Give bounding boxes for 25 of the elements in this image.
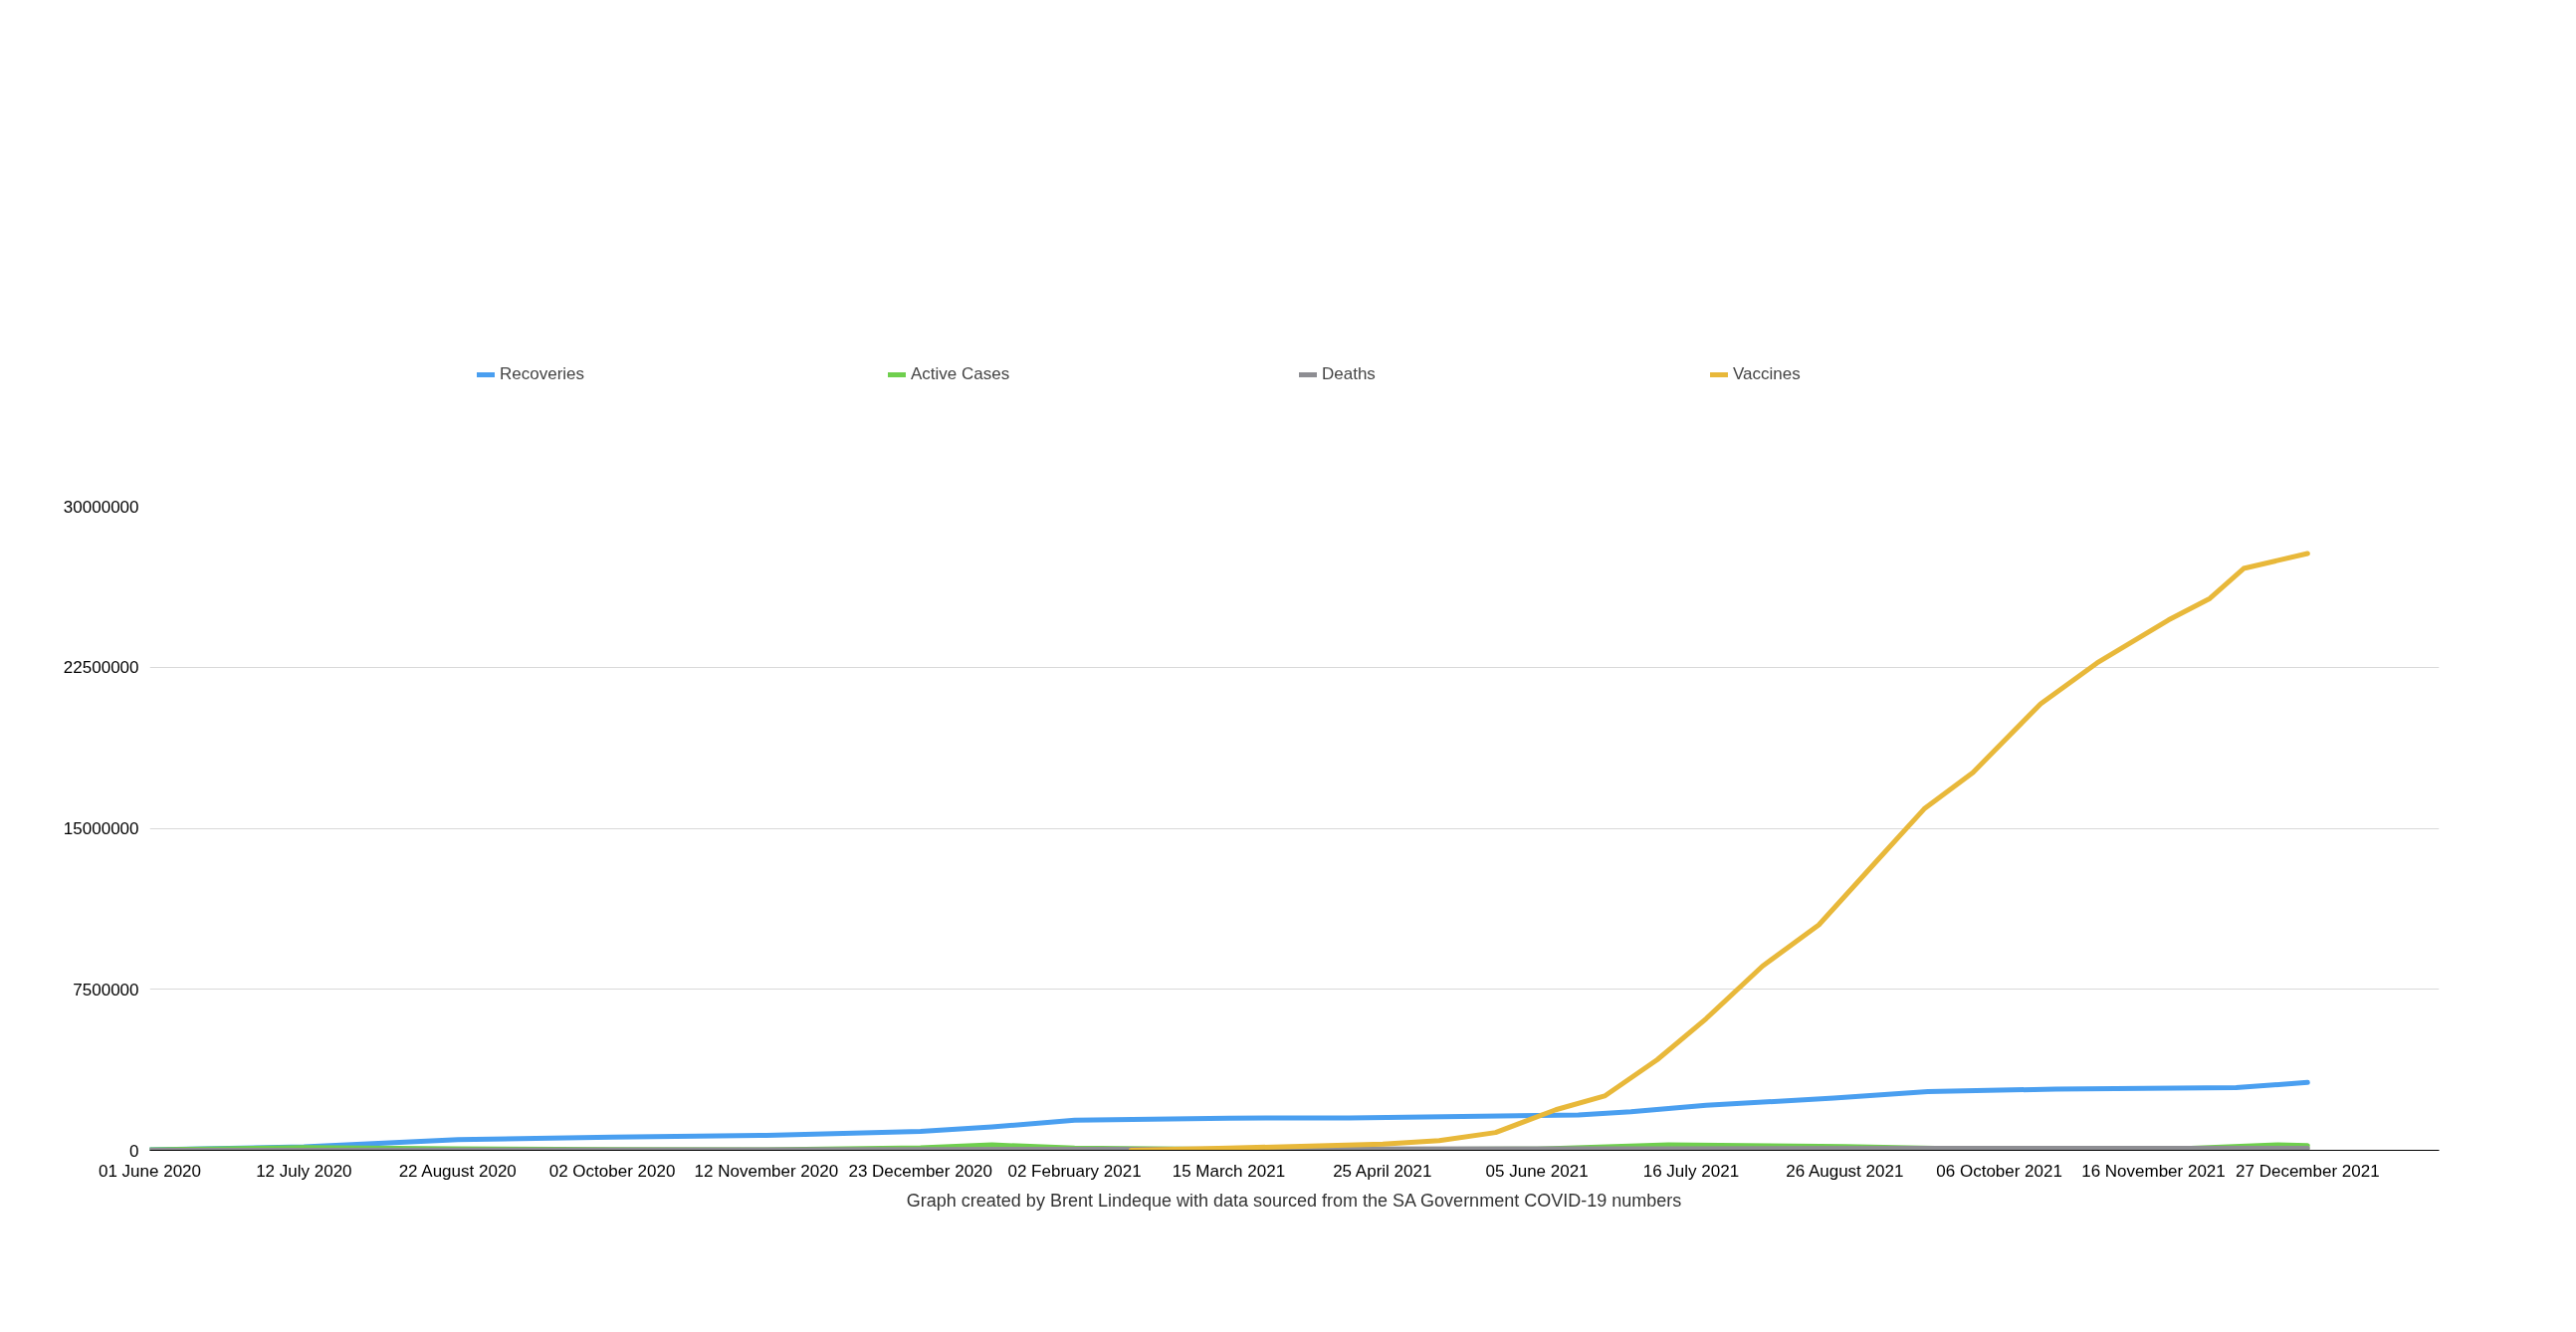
legend-label: Recoveries bbox=[500, 364, 586, 384]
y-tick-label: 15000000 bbox=[63, 819, 139, 838]
x-tick-label: 15 March 2021 bbox=[1172, 1161, 1286, 1181]
legend-label: Active Cases bbox=[911, 364, 1011, 384]
x-tick-label: 25 April 2021 bbox=[1333, 1161, 1432, 1181]
y-tick-label: 0 bbox=[129, 1141, 139, 1161]
x-tick-label: 01 June 2020 bbox=[98, 1161, 202, 1181]
x-tick-label: 27 December 2021 bbox=[2236, 1161, 2380, 1181]
text: Graph created by Brent Lindeque with data sourced from the SA Government COVID-19 numbers bbox=[906, 1190, 1682, 1211]
x-tick-label: 05 June 2021 bbox=[1485, 1161, 1589, 1181]
x-tick-label: 16 July 2021 bbox=[1642, 1161, 1740, 1181]
x-tick-label: 12 July 2020 bbox=[256, 1161, 352, 1181]
x-tick-label: 26 August 2021 bbox=[1786, 1161, 1904, 1181]
x-tick-label: 23 December 2020 bbox=[848, 1161, 993, 1181]
y-tick-label: 22500000 bbox=[63, 658, 139, 678]
y-tick-label: 30000000 bbox=[63, 497, 139, 517]
legend-label: Deaths bbox=[1322, 364, 1377, 384]
x-tick-label: 02 February 2021 bbox=[1007, 1161, 1142, 1181]
x-tick-label: 16 November 2021 bbox=[2081, 1161, 2226, 1181]
x-tick-label: 06 October 2021 bbox=[1936, 1161, 2062, 1181]
y-tick-label: 7500000 bbox=[73, 980, 139, 999]
legend-label: Vaccines bbox=[1733, 364, 1802, 384]
x-tick-label: 02 October 2020 bbox=[548, 1161, 676, 1181]
x-tick-label: 22 August 2020 bbox=[398, 1161, 517, 1181]
x-tick-label: 12 November 2020 bbox=[694, 1161, 839, 1181]
